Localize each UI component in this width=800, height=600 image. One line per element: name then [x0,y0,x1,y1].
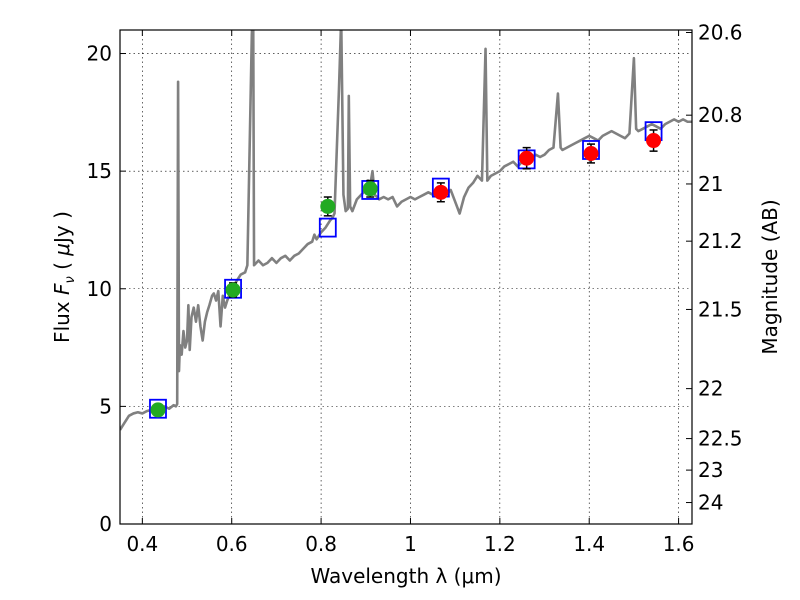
grid [120,30,692,524]
x-tick-label: 0.8 [305,532,337,556]
nir-photometry-point [433,184,449,200]
ticks: 0.4 0.6 0.8 1 1.2 1.4 1.6 0 5 10 15 20 20.6 20.8 21 21.… [87,20,743,556]
mag-tick-label: 20.8 [698,103,743,127]
y-tick-label: 0 [99,512,112,536]
model-flux-box [318,217,337,238]
model-flux-box [149,398,167,419]
y-tick-label: 20 [87,42,112,66]
y-tick-label: 15 [87,159,112,183]
optical-photometry-point [362,181,378,197]
mag-tick-label: 21 [698,172,723,196]
plot-frame [119,29,693,525]
y-tick-label: 10 [87,277,112,301]
x-tick-label: 1 [404,532,417,556]
x-tick-label: 0.6 [216,532,248,556]
nir-photometry-point [583,146,599,161]
mag-tick-label: 21.5 [698,297,743,321]
x-tick-label: 0.4 [126,532,158,556]
spectrum-layer [120,30,692,431]
spectrum-line [120,30,692,431]
x-tick-label: 1.6 [663,532,695,556]
mag-tick-label: 24 [698,491,723,515]
photometry-layer [149,121,663,419]
optical-photometry-point [225,282,241,298]
mag-tick-label: 22.5 [698,427,743,451]
y2-axis-label: Magnitude (AB) [758,199,782,354]
optical-photometry-point [320,198,336,214]
y-tick-label: 5 [99,394,112,418]
nir-photometry-point [646,133,662,149]
model-flux-box [224,278,242,299]
mag-tick-label: 20.6 [698,20,743,44]
x-axis-label: Wavelength λ (μm) [310,564,501,588]
x-tick-label: 1.2 [484,532,516,556]
mag-tick-label: 23 [698,458,723,482]
mag-tick-label: 22 [698,377,723,401]
x-tick-label: 1.4 [573,532,605,556]
optical-photometry-point [150,402,166,418]
mag-tick-label: 21.2 [698,229,743,253]
y-axis-label: Flux Fν ( μJy ) [50,211,78,343]
nir-photometry-point [519,150,535,166]
